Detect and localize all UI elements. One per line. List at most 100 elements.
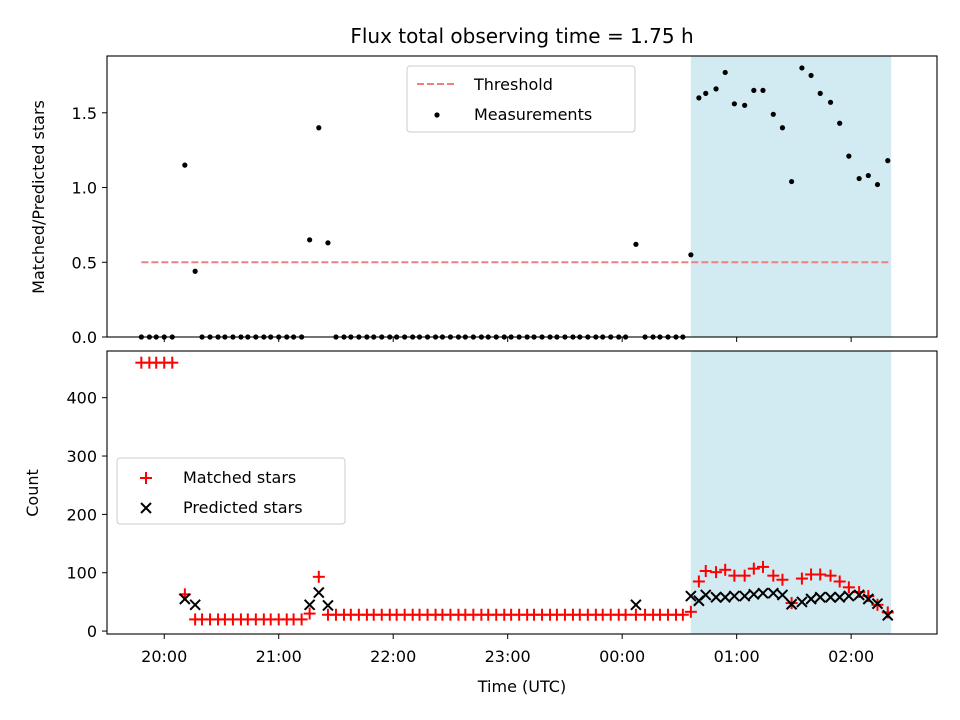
predicted-star-point — [776, 589, 789, 601]
predicted-star-point — [853, 589, 865, 601]
x-axis-label: Time (UTC) — [477, 677, 566, 696]
matched-star-point — [684, 605, 697, 618]
top-x-ticks — [163, 337, 852, 342]
predicted-star-point — [757, 587, 769, 599]
measurements-legend-swatch — [434, 112, 440, 118]
measurement-point — [713, 86, 719, 92]
predicted-legend-label: Predicted stars — [183, 498, 303, 517]
bottom-x-tick-label: 20:00 — [141, 647, 187, 666]
bottom-marks — [135, 356, 894, 626]
predicted-star-point — [303, 599, 316, 611]
top-y-ticks: 0.0 0.5 1.0 1.5 — [72, 104, 107, 347]
predicted-star-point — [767, 587, 779, 599]
matched-star-point — [756, 560, 769, 573]
measurements-legend-label: Measurements — [474, 105, 592, 124]
measurement-point — [770, 111, 776, 117]
predicted-star-point — [313, 586, 325, 599]
measurement-point — [316, 125, 322, 131]
matched-star-point — [166, 356, 179, 369]
measurement-point — [742, 102, 748, 108]
matched-star-point — [842, 581, 855, 594]
bottom-y-tick-label: 100 — [66, 564, 97, 583]
predicted-star-point — [824, 591, 837, 603]
matched-star-point — [676, 608, 689, 621]
measurement-point — [688, 252, 694, 258]
matched-star-point — [295, 613, 308, 626]
bottom-x-tick-label: 23:00 — [485, 647, 531, 666]
predicted-star-point — [738, 590, 751, 602]
measurement-point — [192, 268, 198, 274]
measurement-point — [696, 95, 702, 101]
predicted-star-point — [700, 589, 712, 601]
measurement-point — [856, 175, 862, 182]
measurement-point — [865, 172, 871, 179]
predicted-star-point — [719, 591, 731, 603]
predicted-star-point — [871, 597, 884, 610]
predicted-star-point — [179, 593, 191, 605]
measurement-point — [751, 87, 757, 93]
top-panel: 0.0 0.5 1.0 1.5 Matched/Predicted stars Thr… — [29, 55, 938, 347]
matched-star-point — [728, 569, 741, 582]
top-y-tick-label: 0.0 — [72, 328, 97, 347]
matched-star-point — [738, 569, 751, 582]
bottom-x-tick-label: 00:00 — [599, 647, 645, 666]
top-y-tick-label: 0.5 — [72, 253, 97, 272]
threshold-legend-label: Threshold — [473, 75, 553, 94]
measurement-point — [779, 125, 786, 131]
chart-title: Flux total observing time = 1.75 h — [350, 24, 693, 48]
predicted-star-point — [189, 599, 201, 611]
predicted-star-point — [630, 599, 642, 611]
bottom-legend-box — [116, 457, 346, 525]
matched-star-point — [692, 575, 705, 588]
measurement-point — [760, 87, 766, 93]
predicted-star-point — [710, 591, 722, 603]
matched-star-point — [303, 607, 316, 620]
bottom-x-tick-label: 21:00 — [256, 647, 302, 666]
top-marks — [138, 65, 892, 340]
top-y-axis-label: Matched/Predicted stars — [29, 100, 48, 294]
measurement-point — [731, 101, 737, 107]
top-y-tick-label: 1.0 — [72, 179, 97, 198]
predicted-star-point — [685, 590, 697, 602]
matched-star-point — [312, 570, 325, 583]
predicted-star-point — [882, 609, 894, 622]
matched-star-point — [747, 562, 760, 575]
measurement-point — [182, 162, 188, 168]
measurement-point — [799, 65, 805, 71]
bottom-y-ticks: 0 100 200 300 400 — [66, 389, 107, 641]
measurement-point — [837, 120, 843, 126]
top-axes-frame — [106, 55, 938, 338]
measurement-point — [874, 181, 881, 188]
measurement-point — [885, 158, 891, 164]
top-legend-box — [406, 65, 636, 133]
measurement-point — [722, 69, 728, 76]
matched-star-point — [833, 575, 846, 588]
measurement-point — [325, 240, 331, 246]
predicted-star-point — [728, 590, 741, 602]
bottom-panel: 0 100 200 300 400 20:00 21:00 22:00 23:00 00:00 0… — [23, 350, 938, 696]
top-legend: Threshold Measurements — [406, 65, 636, 133]
matched-star-point — [767, 569, 780, 582]
measurement-point — [846, 153, 852, 159]
predicted-star-point — [833, 591, 846, 603]
matched-star-point — [619, 608, 632, 621]
matched-legend-swatch — [140, 472, 152, 484]
bottom-x-tick-label: 02:00 — [828, 647, 874, 666]
predicted-star-point — [805, 593, 817, 605]
matched-star-point — [699, 564, 712, 577]
measurement-point — [307, 237, 313, 243]
predicted-star-point — [862, 593, 875, 605]
matched-star-point — [814, 568, 827, 581]
bottom-y-axis-label: Count — [23, 469, 42, 517]
bottom-legend: Matched stars Predicted stars — [116, 457, 346, 525]
predicted-legend-swatch — [140, 502, 152, 514]
bottom-y-tick-label: 400 — [66, 389, 97, 408]
matched-star-point — [719, 563, 732, 576]
measurement-point — [827, 99, 834, 105]
predicted-star-point — [785, 598, 798, 610]
predicted-star-point — [322, 599, 334, 612]
bottom-observing-window — [690, 351, 892, 634]
predicted-star-point — [796, 596, 808, 608]
measurement-point — [817, 90, 823, 96]
